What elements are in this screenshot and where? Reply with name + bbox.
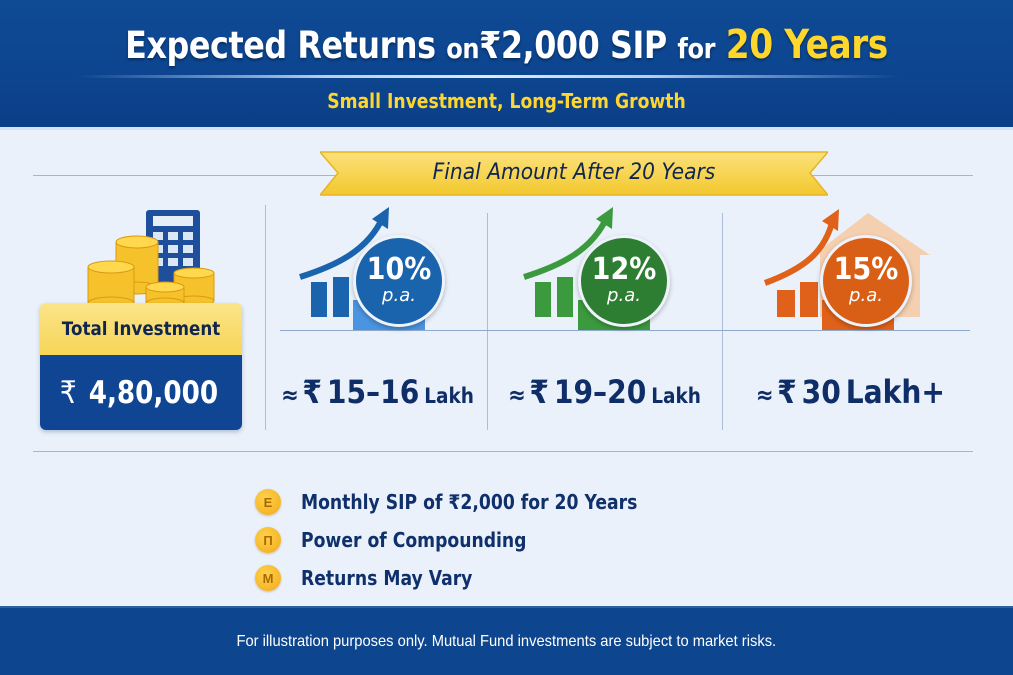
scenario-10-percent: 10% p.a. ≈ ₹ 15–16 Lakh [268,205,486,430]
amount-unit: Lakh+ [845,373,945,411]
amount-value: 15–16 [326,373,420,411]
scenario-15-percent: 15% p.a. ≈ ₹ 30 Lakh+ [725,205,975,430]
icon-baseline [280,330,970,331]
title-text: Expected Returns [125,24,436,67]
projected-amount: ≈ ₹ 30 Lakh+ [725,373,975,411]
title-text: ₹2,000 SIP [479,24,667,67]
footer-disclaimer: For illustration purposes only. Mutual F… [0,606,1013,675]
amount-value: 30 [801,373,841,411]
rate-badge: 12% p.a. [578,235,670,327]
amount-value: 19–20 [554,373,647,411]
projected-amount: ≈ ₹ 19–20 Lakh [490,373,720,411]
calculator-icon [146,210,200,282]
list-item-text: Monthly SIP of ₹2,000 for 20 Years [301,490,638,514]
approx-symbol: ≈ [508,381,527,409]
total-investment-amount: 4,80,000 [88,374,218,411]
total-investment-value-area: ₹4,80,000 [40,355,242,430]
rate-value: 10% [366,252,432,287]
rate-period: p.a. [607,285,641,306]
page-subtitle: Small Investment, Long-Term Growth [327,89,686,113]
title-highlight: 20 Years [725,22,889,68]
scenario-12-percent: 12% p.a. ≈ ₹ 19–20 Lakh [490,205,720,430]
title-text: for [677,32,716,65]
list-item: E Monthly SIP of ₹2,000 for 20 Years [255,483,692,521]
list-item-text: Power of Compounding [301,528,527,552]
rate-badge: 10% p.a. [353,235,445,327]
rupee-icon: ₹ [59,374,77,411]
page-title: Expected Returns on₹2,000 SIP for 20 Yea… [71,22,942,68]
rate-badge: 15% p.a. [820,235,912,327]
column-divider [722,213,723,430]
section-divider [33,451,973,452]
total-investment-card: Total Investment ₹4,80,000 [40,303,242,430]
ribbon-icon [320,151,828,196]
header-banner: Expected Returns on₹2,000 SIP for 20 Yea… [0,0,1013,130]
rupee-icon: ₹ [302,373,322,411]
rupee-icon: ₹ [529,373,550,411]
list-item: M Returns May Vary [255,559,692,597]
rate-value: 15% [833,252,899,287]
investment-illustration [78,205,228,310]
list-item-text: Returns May Vary [301,566,473,590]
final-amount-ribbon: Final Amount After 20 Years [320,150,828,197]
total-investment-label-area: Total Investment [40,303,242,355]
amount-unit: Lakh [424,384,474,408]
column-divider [487,213,488,430]
rate-period: p.a. [849,285,883,306]
approx-symbol: ≈ [281,381,299,409]
approx-symbol: ≈ [755,381,774,409]
rate-value: 12% [591,252,657,287]
list-item: П Power of Compounding [255,521,692,559]
title-divider [78,75,898,78]
rupee-icon: ₹ [776,373,797,411]
amount-unit: Lakh [651,384,702,408]
key-points-list: E Monthly SIP of ₹2,000 for 20 Years П P… [255,483,692,597]
disclaimer-text: For illustration purposes only. Mutual F… [236,632,777,650]
coin-bullet-icon: E [255,489,281,515]
ribbon-label: Final Amount After 20 Years [432,160,716,185]
projected-amount: ≈ ₹ 15–16 Lakh [268,373,486,411]
title-text: on [446,32,480,65]
column-divider [265,205,266,430]
coin-stack-icon [87,235,215,310]
rate-period: p.a. [382,285,416,306]
coin-bullet-icon: П [255,527,281,553]
total-investment-label: Total Investment [61,318,221,340]
coin-bullet-icon: M [255,565,281,591]
